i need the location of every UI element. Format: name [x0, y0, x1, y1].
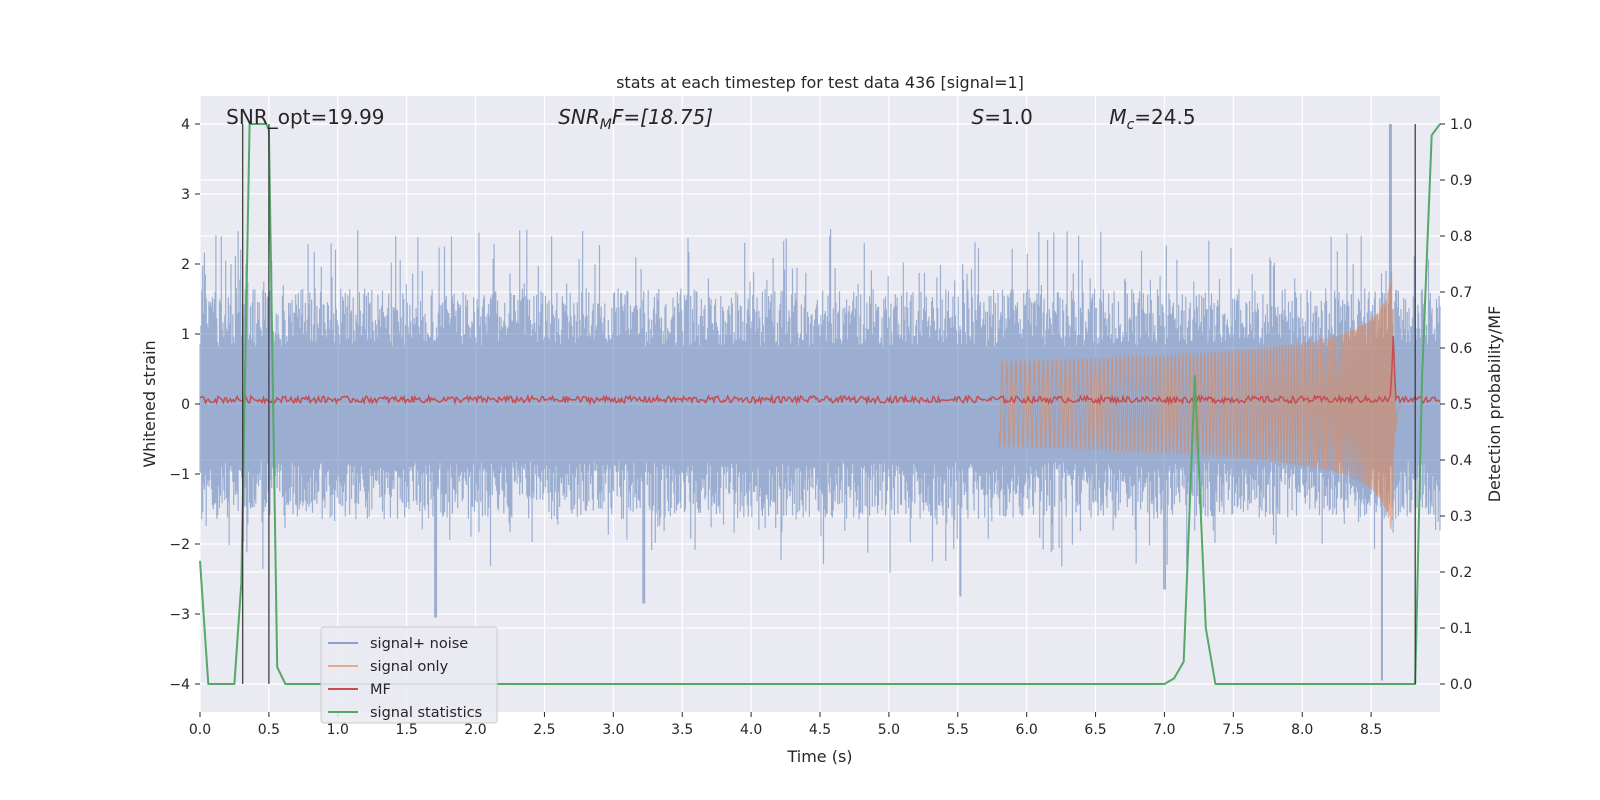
signal-only-line [998, 271, 1402, 530]
x-tick-label: 5.0 [878, 722, 900, 738]
x-tick-label: 7.0 [1153, 722, 1175, 738]
x-tick-label: 6.0 [1016, 722, 1038, 738]
x-tick-label: 2.0 [464, 722, 486, 738]
y-tick-label: −3 [169, 607, 190, 623]
y-right-tick-label: 0.0 [1450, 677, 1472, 693]
x-tick-label: 0.0 [189, 722, 211, 738]
annotations: SNR_opt=19.99 SNRMF=[18.75] S=1.0 Mc=24.5 [226, 105, 1195, 133]
y-right-tick-label: 0.8 [1450, 229, 1472, 245]
x-tick-label: 2.5 [533, 722, 555, 738]
y-right-axis-ticks: 0.0 0.1 0.2 0.3 0.4 0.5 0.6 0.7 0.8 0.9 1.0 [1440, 117, 1472, 693]
y-axis-ticks: −4 −3 −2 −1 0 1 2 3 4 [169, 117, 200, 693]
y-tick-label: 2 [181, 257, 190, 273]
x-tick-label: 3.0 [602, 722, 624, 738]
y-right-tick-label: 0.9 [1450, 173, 1472, 189]
y-right-tick-label: 0.6 [1450, 341, 1472, 357]
legend: signal+ noise signal only MF signal statist… [320, 626, 498, 724]
x-tick-label: 8.5 [1360, 722, 1382, 738]
legend-box [320, 626, 498, 724]
x-tick-label: 4.5 [809, 722, 831, 738]
legend-label: signal only [370, 659, 449, 675]
y-right-axis-label: Detection probability/MF [1485, 306, 1504, 503]
y-axis-label: Whitened strain [140, 340, 159, 467]
legend-label: MF [370, 682, 391, 698]
series-mf [199, 335, 1441, 406]
y-right-tick-label: 0.1 [1450, 621, 1472, 637]
chart-title: stats at each timestep for test data 436… [616, 73, 1024, 92]
x-axis-ticks: 0.0 0.5 1.0 1.5 2.0 2.5 3.0 3.5 4.0 4.5 5.0 5.5 6.0 6… [189, 712, 1382, 738]
y-right-tick-label: 0.2 [1450, 565, 1472, 581]
x-tick-label: 8.0 [1291, 722, 1313, 738]
legend-label: signal+ noise [370, 636, 468, 652]
y-tick-label: −4 [169, 677, 190, 693]
y-tick-label: 1 [181, 327, 190, 343]
y-right-tick-label: 0.7 [1450, 285, 1472, 301]
marker-vertical-lines [242, 124, 1416, 684]
x-tick-label: 7.5 [1222, 722, 1244, 738]
series-signal-statistics [199, 123, 1441, 685]
x-tick-label: 0.5 [258, 722, 280, 738]
x-tick-label: 1.5 [396, 722, 418, 738]
y-right-tick-label: 0.3 [1450, 509, 1472, 525]
y-tick-label: −2 [169, 537, 190, 553]
annotation-label: SNRMF=[18.75] [558, 105, 713, 133]
x-tick-label: 5.5 [947, 722, 969, 738]
y-right-tick-label: 0.5 [1450, 397, 1472, 413]
annotation-label: Mc=24.5 [1109, 105, 1195, 133]
x-tick-label: 3.5 [671, 722, 693, 738]
y-tick-label: 0 [181, 397, 190, 413]
x-axis-label: Time (s) [786, 747, 852, 766]
y-tick-label: −1 [169, 467, 190, 483]
series-signal-only [998, 271, 1402, 530]
y-tick-label: 4 [181, 117, 190, 133]
legend-label: signal statistics [370, 705, 482, 721]
annotation-label: S=1.0 [972, 105, 1033, 129]
y-right-tick-label: 1.0 [1450, 117, 1472, 133]
y-right-tick-label: 0.4 [1450, 453, 1472, 469]
x-tick-label: 6.5 [1084, 722, 1106, 738]
x-tick-label: 1.0 [327, 722, 349, 738]
x-tick-label: 4.0 [740, 722, 762, 738]
y-tick-label: 3 [181, 187, 190, 203]
signal-statistics-line [199, 123, 1441, 685]
mf-line [199, 335, 1441, 406]
annotation-label: SNR_opt=19.99 [226, 105, 384, 129]
